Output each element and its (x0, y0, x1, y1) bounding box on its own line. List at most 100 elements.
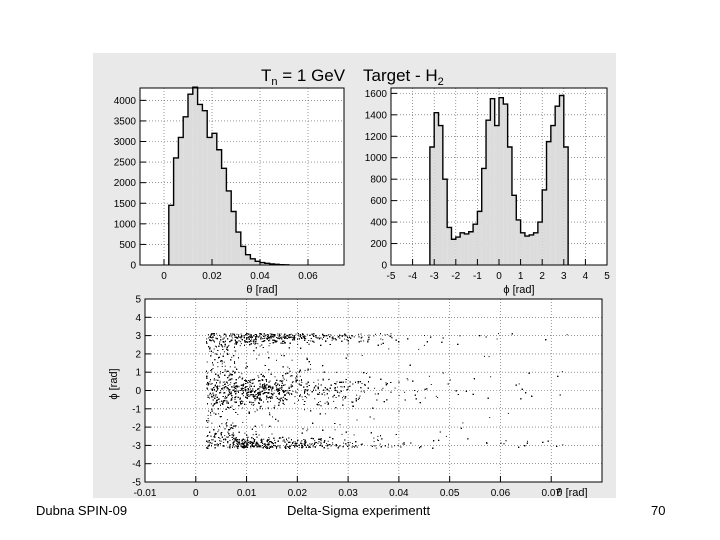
histogram-bar (546, 141, 551, 265)
x-tick-label: 3 (561, 271, 567, 282)
histogram-bar (245, 254, 251, 265)
y-tick-label: 400 (370, 218, 387, 229)
theta-phi-scatter: -0.01 0 0.01 0.02 0.03 0.04 0.05 0.06 0.07 -5 -4 -3… (108, 295, 603, 498)
histogram-bar (442, 179, 448, 265)
y-tick-label: 600 (370, 196, 387, 207)
y-tick-label: 1 (135, 368, 141, 379)
histogram-bar (533, 232, 538, 265)
histogram-bar (451, 239, 456, 265)
x-tick-label: 0.04 (389, 488, 409, 498)
y-tick-label: 1200 (365, 132, 388, 143)
y-tick-label: 1500 (114, 199, 137, 210)
histogram-bar (473, 224, 478, 265)
y-tick-label: 0 (130, 261, 136, 272)
y-tick-label: -1 (132, 404, 141, 415)
histogram-bar (202, 110, 208, 266)
histogram-bar (183, 116, 188, 265)
histogram-bar (455, 237, 461, 265)
y-tick-label: 2 (135, 349, 141, 360)
y-axis-label: ϕ [rad] (108, 368, 120, 399)
histogram-outline (429, 94, 569, 265)
theta-histogram: 0 0.02 0.04 0.06 0 500 1000 1500 2000 2500 3000 350… (114, 86, 345, 296)
histogram-bar (226, 190, 232, 265)
histogram-bar (477, 211, 482, 265)
histogram-bar (429, 147, 435, 265)
histogram-bar (250, 258, 256, 265)
x-tick-label: 5 (604, 271, 610, 282)
histogram-bar (486, 120, 491, 265)
y-tick-label: 500 (119, 240, 136, 251)
title-tn-rest: = 1 GeV (278, 66, 346, 85)
x-tick-label: 0.05 (440, 488, 460, 498)
x-tick-label: -3 (430, 271, 439, 282)
histogram-bar (207, 137, 212, 265)
y-tick-label: 4000 (114, 96, 137, 107)
x-tick-label: -1 (473, 271, 482, 282)
y-tick-label: -5 (132, 478, 141, 489)
histogram-bar (559, 95, 564, 265)
histogram-bar (434, 112, 439, 265)
histogram-bar (447, 227, 452, 265)
histogram-bar (537, 222, 543, 265)
histogram-outline (168, 86, 290, 266)
y-tick-label: 800 (370, 175, 387, 186)
histogram-bar (542, 189, 547, 265)
x-tick-label: -5 (387, 271, 396, 282)
x-tick-label: -0.01 (134, 488, 157, 498)
x-tick-label: -2 (451, 271, 460, 282)
histogram-bar (173, 157, 179, 265)
y-tick-label: 4 (135, 313, 141, 324)
x-tick-label: 0.02 (202, 271, 222, 282)
title-target-sub: 2 (438, 76, 444, 88)
x-tick-label: 0.03 (338, 488, 358, 498)
svg-text:Target - H2: Target - H2 (363, 66, 444, 88)
phi-histogram: -5 -4 -3 -2 -1 0 1 2 3 4 5 0 200 400 600 800 1000 1200 140… (365, 87, 610, 296)
histogram-bar (490, 98, 495, 266)
y-tick-label: 1400 (365, 110, 388, 121)
x-tick-label: 2 (539, 271, 545, 282)
histogram-bar (550, 125, 556, 265)
y-tick-label: 1000 (114, 219, 137, 230)
title-tn-sub: n (271, 76, 277, 88)
x-tick-label: 0.06 (491, 488, 511, 498)
histogram-bar (260, 262, 265, 265)
histogram-bar (460, 232, 465, 265)
x-tick-label: 0 (496, 271, 502, 282)
x-tick-label: -4 (408, 271, 417, 282)
y-tick-label: 200 (370, 239, 387, 250)
title-target: Target - H (363, 66, 438, 85)
histogram-bar (511, 195, 517, 265)
figure-title: Tn = 1 GeV Target - H2 (261, 66, 444, 88)
svg-text:Tn = 1 GeV: Tn = 1 GeV (261, 66, 346, 88)
figure-panel: Tn = 1 GeV Target - H2 0 0.02 0.04 0.06 0 500… (93, 53, 616, 498)
histogram-bar (529, 234, 534, 265)
footer-conference: Dubna SPIN-09 (36, 503, 128, 518)
histogram-bar (524, 236, 530, 265)
histogram-bar (212, 133, 217, 265)
x-tick-label: 4 (583, 271, 589, 282)
histogram-bar (468, 231, 474, 265)
histogram-bar (197, 104, 203, 265)
histogram-bar (481, 168, 487, 265)
histogram-bar (520, 232, 525, 265)
y-tick-label: 0 (135, 386, 141, 397)
footer-experiment: Delta-Sigma experimentt (287, 503, 431, 518)
histogram-bar (264, 263, 270, 265)
histogram-bar (240, 246, 246, 265)
chart-canvas: Tn = 1 GeV Target - H2 0 0.02 0.04 0.060500… (108, 66, 610, 498)
histogram-bar (221, 168, 227, 265)
y-tick-label: 3500 (114, 116, 137, 127)
histogram-bar (178, 137, 184, 265)
histogram-bar (494, 125, 499, 265)
y-tick-label: 1600 (365, 89, 388, 100)
histogram-bar (255, 261, 260, 265)
x-tick-label: 0.04 (250, 271, 270, 282)
histogram-bar (507, 147, 512, 265)
x-axis-label: θ [rad] (556, 487, 587, 498)
title-tn: T (261, 66, 271, 85)
histogram-bar (231, 211, 236, 265)
x-tick-label: 0.07 (541, 488, 561, 498)
x-tick-label: 0.02 (288, 488, 308, 498)
y-tick-label: -2 (132, 423, 141, 434)
x-tick-label: 0 (161, 271, 167, 282)
